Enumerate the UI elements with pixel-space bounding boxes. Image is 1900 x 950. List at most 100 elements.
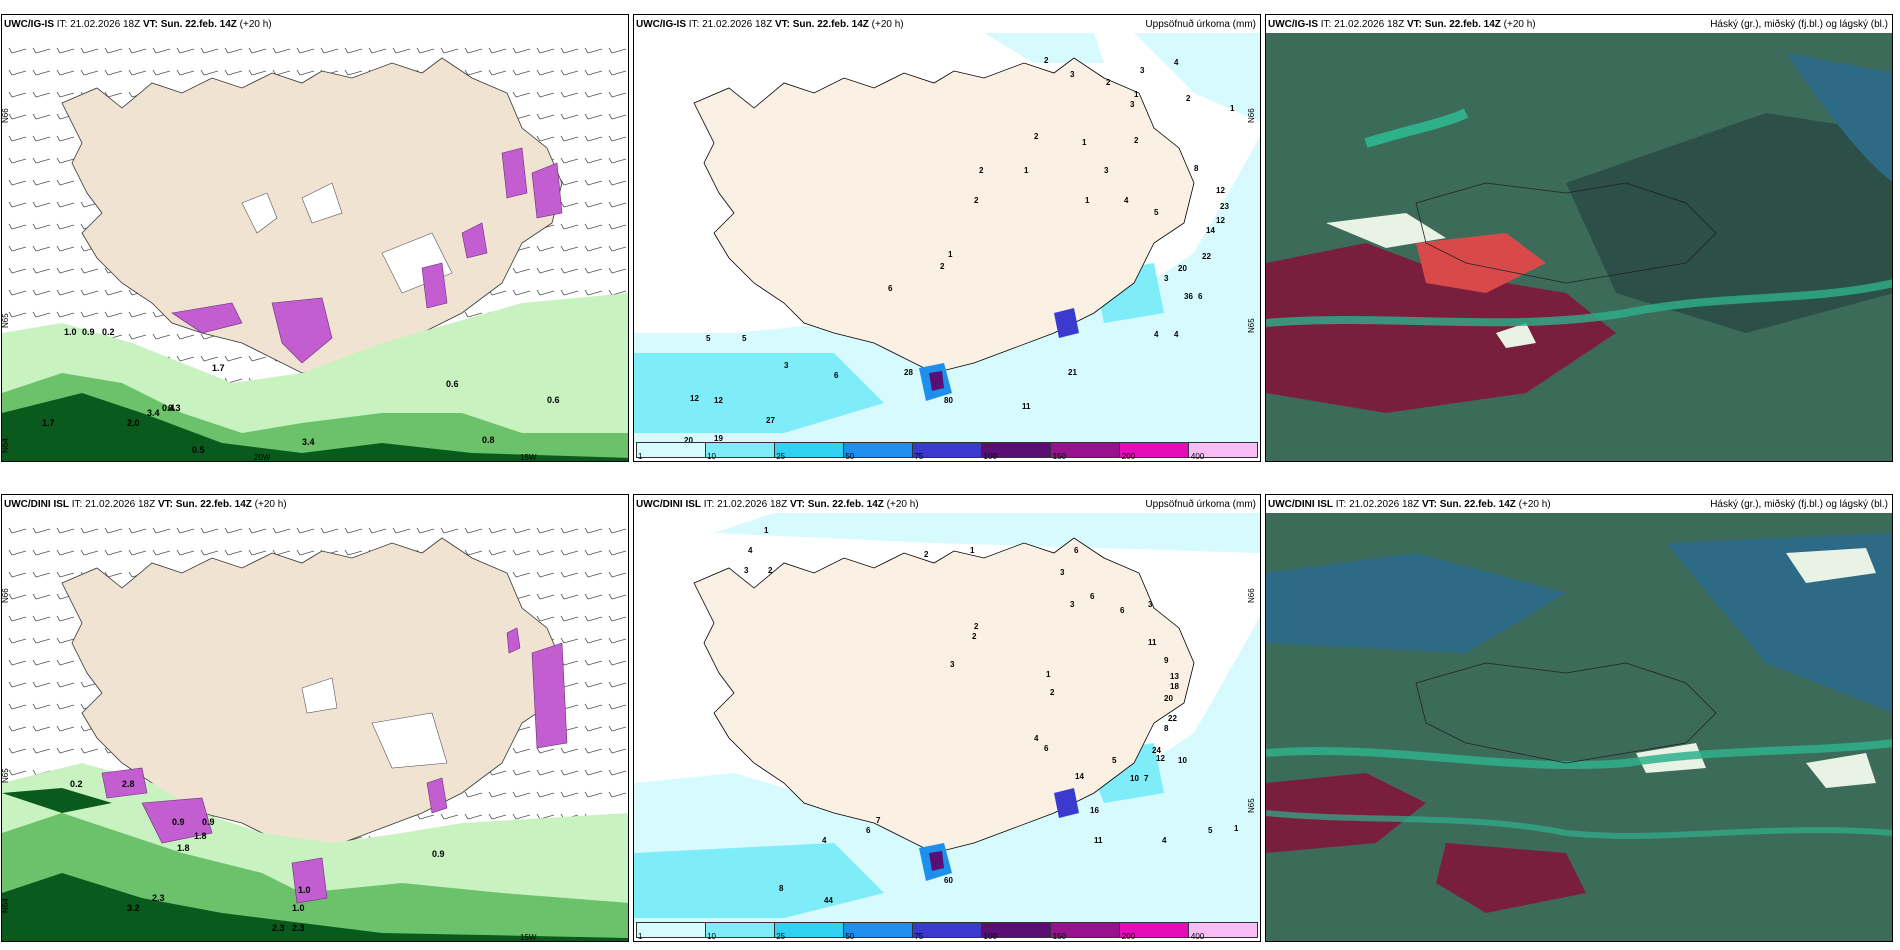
wind-barb xyxy=(176,69,195,76)
iceland-land xyxy=(693,57,1195,374)
wind-barb xyxy=(248,355,267,362)
wind-barb xyxy=(488,549,507,556)
cloud-white xyxy=(1326,213,1536,348)
wind-barb xyxy=(32,179,51,186)
wind-barb xyxy=(128,311,147,318)
wind-barb xyxy=(608,267,627,274)
wind-barb xyxy=(200,355,219,362)
precip-core-east xyxy=(1054,308,1079,338)
wind-barb xyxy=(608,179,627,186)
cloud-red-region xyxy=(1266,243,1616,413)
colorbar-segment xyxy=(1051,443,1120,457)
wind-barb xyxy=(56,703,75,710)
wind-barb xyxy=(536,747,555,754)
wind-barb xyxy=(176,355,195,362)
map-value-label: 23 xyxy=(1220,202,1229,211)
wind-barb xyxy=(296,69,315,76)
wind-barb xyxy=(8,223,27,230)
wind-barb xyxy=(320,47,339,54)
wind-barb xyxy=(344,69,363,76)
wind-barb xyxy=(560,747,579,754)
wind-barb xyxy=(512,813,531,820)
colorbar-tick-label: 10 xyxy=(707,932,717,941)
map-value-label: 6 xyxy=(1044,744,1049,753)
map-value-label: 12 xyxy=(714,396,723,405)
wind-barb xyxy=(8,179,27,186)
cloud-bright-red xyxy=(1416,233,1546,293)
wind-barb xyxy=(296,527,315,534)
wind-barb xyxy=(584,769,603,776)
wind-barb xyxy=(560,527,579,534)
wind-barb xyxy=(584,289,603,296)
map-value-label: 1 xyxy=(1024,166,1029,175)
wind-barb xyxy=(536,245,555,252)
wind-barb xyxy=(224,47,243,54)
wind-barb xyxy=(80,289,99,296)
wind-barb xyxy=(8,769,27,776)
map-value-label: 1.7 xyxy=(42,418,55,428)
colorbar-segment xyxy=(1189,923,1257,937)
wind-barb xyxy=(32,201,51,208)
wind-barb xyxy=(560,659,579,666)
wind-barb xyxy=(248,527,267,534)
wind-barb xyxy=(32,549,51,556)
map-value-label: 2 xyxy=(974,622,979,631)
precip-green-dark xyxy=(2,788,628,941)
lat-label: N64 xyxy=(2,898,10,913)
precip-cyan-light xyxy=(634,513,1260,923)
wind-barb xyxy=(224,549,243,556)
wind-barb xyxy=(8,311,27,318)
panel-header: UWC/DINI ISL IT: 21.02.2026 18Z VT: Sun.… xyxy=(4,499,287,510)
wind-barb xyxy=(56,571,75,578)
cloud-blue-region xyxy=(1266,533,1892,713)
map-value-label: 60 xyxy=(944,876,953,885)
wind-barb xyxy=(176,527,195,534)
lat-label: N65 xyxy=(2,768,10,783)
precip-core-dark xyxy=(929,851,944,871)
wind-barb xyxy=(464,791,483,798)
wind-barb xyxy=(296,47,315,54)
colorbar-segment xyxy=(844,443,913,457)
wind-barb xyxy=(512,747,531,754)
panel-title: Uppsöfnuð úrkoma (mm) xyxy=(1145,499,1256,510)
map-value-label: 5 xyxy=(706,334,711,343)
wind-barb xyxy=(32,747,51,754)
wind-barb xyxy=(8,113,27,120)
map-value-label: 2 xyxy=(972,632,977,641)
colorbar-segment xyxy=(706,443,775,457)
colorbar-labels: 1 10 25 50 75 100 150 200 400 xyxy=(636,932,1258,941)
map-panel-dini-clouds: UWC/DINI ISL IT: 21.02.2026 18Z VT: Sun.… xyxy=(1265,494,1893,942)
wind-barb xyxy=(584,267,603,274)
wind-barb xyxy=(8,637,27,644)
wind-barb xyxy=(584,135,603,142)
map-value-label: 2 xyxy=(1134,136,1139,145)
wind-barb xyxy=(512,549,531,556)
iceland-outline xyxy=(1415,662,1717,764)
wind-barb xyxy=(176,549,195,556)
colorbar-segment xyxy=(637,923,706,937)
wind-barb xyxy=(512,91,531,98)
panel-title: Háský (gr.), miðský (fj.bl.) og lágský (… xyxy=(1710,499,1888,510)
wind-barb xyxy=(560,267,579,274)
map-value-label: 20 xyxy=(1178,264,1187,273)
cloud-high-bands-2 xyxy=(1266,810,1892,839)
cloud-high-bands-2 xyxy=(1364,108,1469,148)
wind-barb xyxy=(8,615,27,622)
map-value-label: 3.2 xyxy=(127,903,140,913)
wind-barb xyxy=(32,681,51,688)
colorbar-tick-label: 150 xyxy=(1052,932,1067,941)
wind-barb xyxy=(224,527,243,534)
wind-barb xyxy=(536,289,555,296)
wind-barb xyxy=(56,91,75,98)
wind-barb xyxy=(56,681,75,688)
map-value-label: 13 xyxy=(1170,672,1179,681)
map-value-label: 5 xyxy=(1112,756,1117,765)
wind-barb xyxy=(32,245,51,252)
precip-colorbar xyxy=(636,922,1258,938)
wind-barb xyxy=(608,681,627,688)
wind-barb xyxy=(152,47,171,54)
map-value-label: 1.8 xyxy=(194,831,207,841)
snow-cover xyxy=(241,182,453,294)
wind-barb xyxy=(608,223,627,230)
map-value-label: 1.8 xyxy=(177,843,190,853)
